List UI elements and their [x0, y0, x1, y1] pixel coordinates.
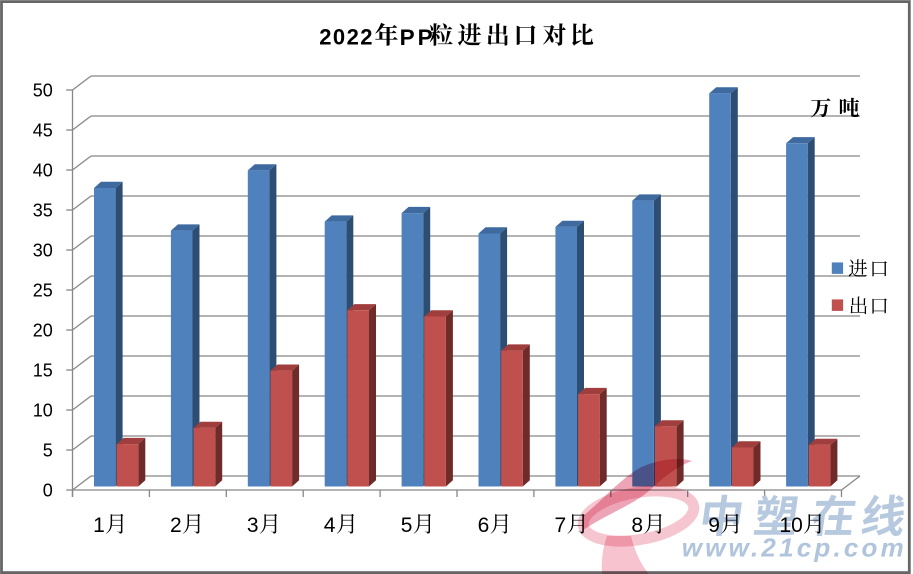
- svg-text:45: 45: [33, 121, 53, 141]
- svg-text:2: 2: [170, 514, 182, 537]
- svg-text:50: 50: [33, 81, 53, 101]
- svg-text:9: 9: [708, 514, 720, 537]
- svg-text:2022: 2022: [319, 24, 374, 49]
- svg-text:30: 30: [33, 241, 53, 261]
- svg-text:6: 6: [478, 514, 490, 537]
- svg-text:4: 4: [324, 514, 336, 537]
- svg-text:1: 1: [93, 514, 105, 537]
- svg-text:40: 40: [33, 161, 53, 181]
- svg-text:0: 0: [43, 481, 53, 501]
- svg-text:10: 10: [779, 514, 802, 537]
- svg-text:5: 5: [43, 441, 53, 461]
- svg-text:7: 7: [555, 514, 567, 537]
- svg-text:20: 20: [33, 321, 53, 341]
- svg-text:PP: PP: [400, 25, 436, 50]
- svg-text:10: 10: [33, 401, 53, 421]
- svg-text:35: 35: [33, 201, 53, 221]
- svg-text:www.21cp.com: www.21cp.com: [682, 533, 907, 563]
- svg-text:3: 3: [247, 514, 259, 537]
- svg-text:8: 8: [631, 514, 643, 537]
- svg-text:25: 25: [33, 281, 53, 301]
- svg-text:5: 5: [401, 514, 413, 537]
- svg-text:15: 15: [33, 361, 53, 381]
